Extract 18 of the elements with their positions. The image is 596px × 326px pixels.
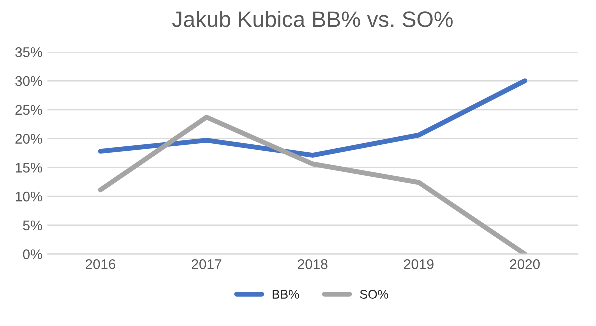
y-tick-label: 5% — [23, 220, 42, 231]
chart-title: Jakub Kubica BB% vs. SO% — [172, 11, 453, 28]
y-tick-label: 0% — [23, 250, 42, 260]
y-tick-label: 20% — [16, 134, 42, 144]
y-tick-label: 15% — [16, 163, 42, 173]
y-tick-label: 30% — [16, 76, 42, 86]
y-tick-label: 35% — [16, 47, 42, 58]
x-tick-label: 2016 — [86, 260, 116, 270]
x-tick-label: 2017 — [192, 260, 222, 270]
x-tick-label: 2019 — [404, 260, 434, 270]
y-tick-label: 25% — [16, 105, 42, 116]
y-tick-label: 10% — [16, 192, 42, 202]
legend-label: SO% — [360, 290, 388, 299]
legend-label: BB% — [272, 290, 300, 299]
x-tick-label: 2020 — [510, 260, 540, 270]
x-tick-label: 2018 — [298, 260, 328, 270]
line-series — [98, 78, 528, 158]
line-series — [98, 114, 528, 254]
